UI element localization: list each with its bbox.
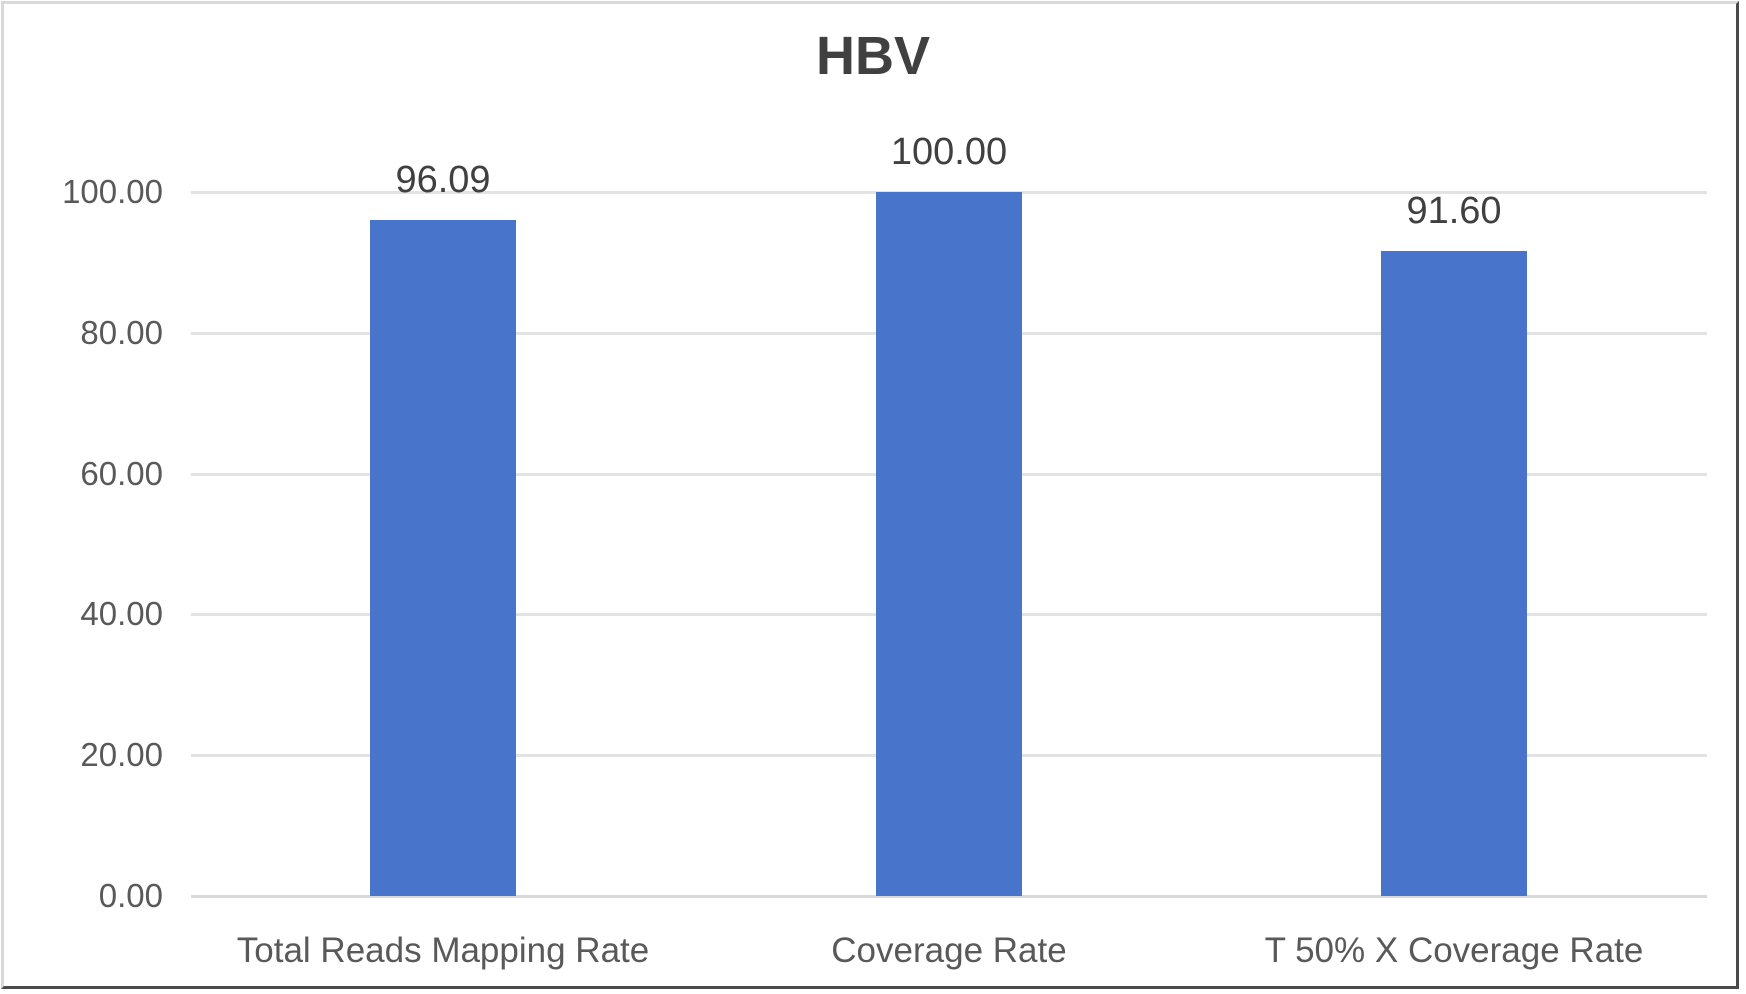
y-tick-label: 40.00	[80, 595, 163, 633]
y-tick-label: 0.00	[98, 877, 163, 914]
x-category-label: Total Reads Mapping Rate	[236, 931, 650, 970]
x-category-label: T 50% X Coverage Rate	[1264, 931, 1644, 970]
y-tick-label: 60.00	[80, 454, 163, 492]
data-label: 100.00	[890, 131, 1008, 173]
bar[interactable]	[876, 192, 1022, 896]
x-category-label: Coverage Rate	[831, 931, 1067, 970]
y-tick-label: 100.00	[62, 173, 163, 210]
x-axis-line	[191, 895, 1707, 898]
bar[interactable]	[1381, 251, 1527, 896]
data-label: 96.09	[395, 158, 491, 201]
y-tick-label: 20.00	[80, 736, 163, 774]
chart-title: HBV	[815, 26, 930, 86]
data-label: 91.60	[1406, 190, 1502, 233]
y-tick-label: 80.00	[80, 313, 163, 351]
bar[interactable]	[370, 219, 516, 896]
